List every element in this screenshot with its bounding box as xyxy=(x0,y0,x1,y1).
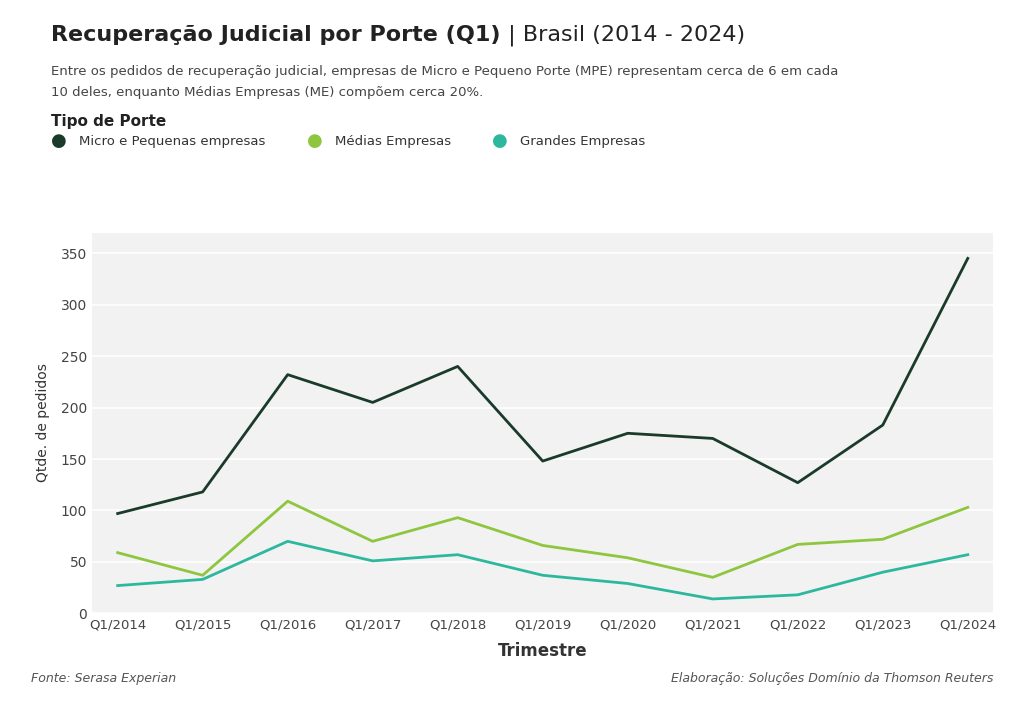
Text: Micro e Pequenas empresas: Micro e Pequenas empresas xyxy=(79,135,265,147)
Text: Fonte: Serasa Experian: Fonte: Serasa Experian xyxy=(31,672,176,685)
Text: ●: ● xyxy=(51,132,67,150)
Y-axis label: Qtde. de pedidos: Qtde. de pedidos xyxy=(36,364,50,482)
Text: Grandes Empresas: Grandes Empresas xyxy=(520,135,645,147)
Text: Entre os pedidos de recuperação judicial, empresas de Micro e Pequeno Porte (MPE: Entre os pedidos de recuperação judicial… xyxy=(51,65,839,78)
Text: Tipo de Porte: Tipo de Porte xyxy=(51,114,167,129)
Text: ●: ● xyxy=(306,132,323,150)
Text: 10 deles, enquanto Médias Empresas (ME) compõem cerca 20%.: 10 deles, enquanto Médias Empresas (ME) … xyxy=(51,86,483,99)
Text: Recuperação Judicial por Porte (Q1): Recuperação Judicial por Porte (Q1) xyxy=(51,25,501,44)
Text: ●: ● xyxy=(492,132,508,150)
X-axis label: Trimestre: Trimestre xyxy=(498,642,588,661)
Text: Médias Empresas: Médias Empresas xyxy=(335,135,451,147)
Text: | Brasil (2014 - 2024): | Brasil (2014 - 2024) xyxy=(501,25,744,46)
Text: Elaboração: Soluções Domínio da Thomson Reuters: Elaboração: Soluções Domínio da Thomson … xyxy=(671,672,993,685)
